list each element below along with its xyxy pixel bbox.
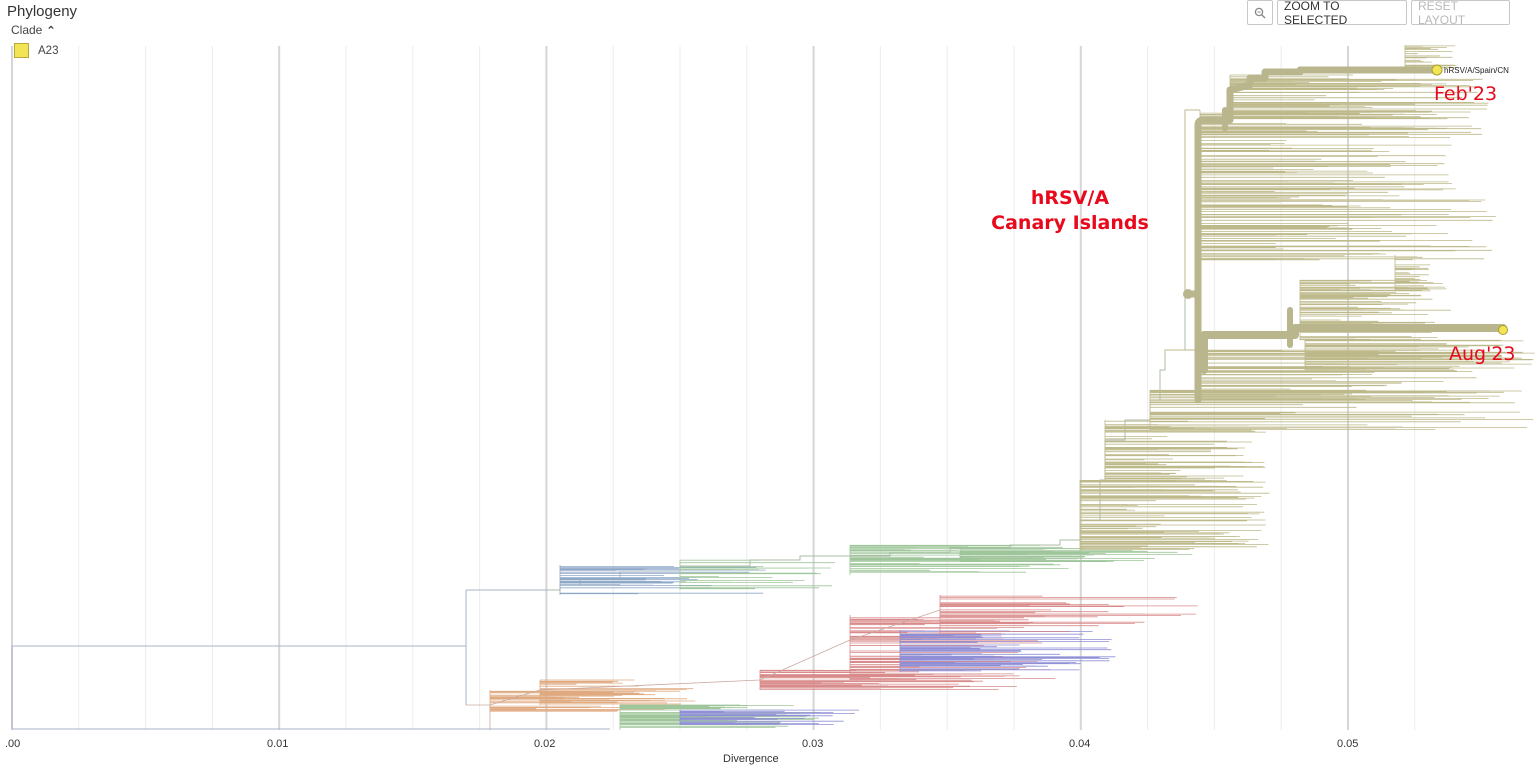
a23-subclade	[1149, 389, 1534, 430]
branch	[466, 609, 941, 730]
reset-layout-button[interactable]: RESET LAYOUT	[1411, 0, 1510, 27]
blue-subclade	[559, 565, 766, 595]
purple-subclade	[679, 709, 859, 725]
aug-annotation: Aug'23	[1449, 343, 1516, 365]
a23-subclade	[1394, 255, 1434, 290]
legend-item-a23[interactable]: A23	[14, 43, 58, 58]
panel-title: Phylogeny	[7, 3, 78, 20]
magnifier-icon	[1254, 7, 1266, 18]
legend-item-label: A23	[38, 44, 59, 57]
axis-tick-label: 0.05	[1337, 738, 1359, 750]
clade-legend-toggle[interactable]: Clade ⌃	[11, 23, 56, 37]
zoom-button[interactable]	[1247, 0, 1273, 25]
tip-node-feb	[1431, 64, 1443, 76]
tree-branches	[11, 45, 1535, 730]
legend-swatch	[14, 43, 29, 58]
node-marker	[1183, 289, 1193, 299]
red-subclade	[759, 669, 1020, 690]
zoom-to-selected-button[interactable]: ZOOM TO SELECTED	[1277, 0, 1407, 27]
a23-subclade	[1104, 420, 1266, 480]
axis-tick-label: 0.04	[1069, 738, 1091, 750]
axis-tick-label: 0.03	[802, 738, 824, 750]
highlighted-branch	[1200, 324, 1507, 374]
clade-toggle-label: Clade	[11, 23, 43, 37]
group-annotation-line2: Canary Islands	[991, 212, 1149, 234]
chevron-up-icon: ⌃	[46, 24, 56, 37]
branch	[11, 645, 610, 730]
axis-tick-label: 0.02	[534, 738, 556, 750]
a23-subclade	[1079, 480, 1270, 550]
branch	[465, 589, 548, 705]
highlighted-lineage: hRSV/A/Spain/CN	[1183, 64, 1509, 404]
a23-subclade	[1304, 339, 1535, 371]
axis-tick-label: .00	[5, 738, 21, 750]
group-annotation-line1: hRSV/A	[1030, 187, 1110, 209]
grid-lines	[11, 46, 1416, 730]
green-subclade	[959, 548, 1193, 562]
group-annotation: hRSV/A Canary Islands	[975, 186, 1165, 236]
highlighted-branch	[1194, 66, 1441, 404]
orange-subclade	[539, 679, 696, 705]
purple-subclade	[899, 630, 1116, 672]
axis-tick-label: 0.01	[267, 738, 289, 750]
green-subclade	[679, 559, 835, 590]
red-subclade	[939, 595, 1198, 635]
tree-toolbar: ZOOM TO SELECTED RESET LAYOUT	[1247, 0, 1510, 27]
axis-title: Divergence	[723, 753, 779, 765]
tip-label: hRSV/A/Spain/CN	[1444, 66, 1509, 75]
tip-node-aug	[1498, 325, 1508, 335]
feb-annotation: Feb'23	[1434, 83, 1498, 105]
a23-subclade	[1404, 45, 1457, 70]
